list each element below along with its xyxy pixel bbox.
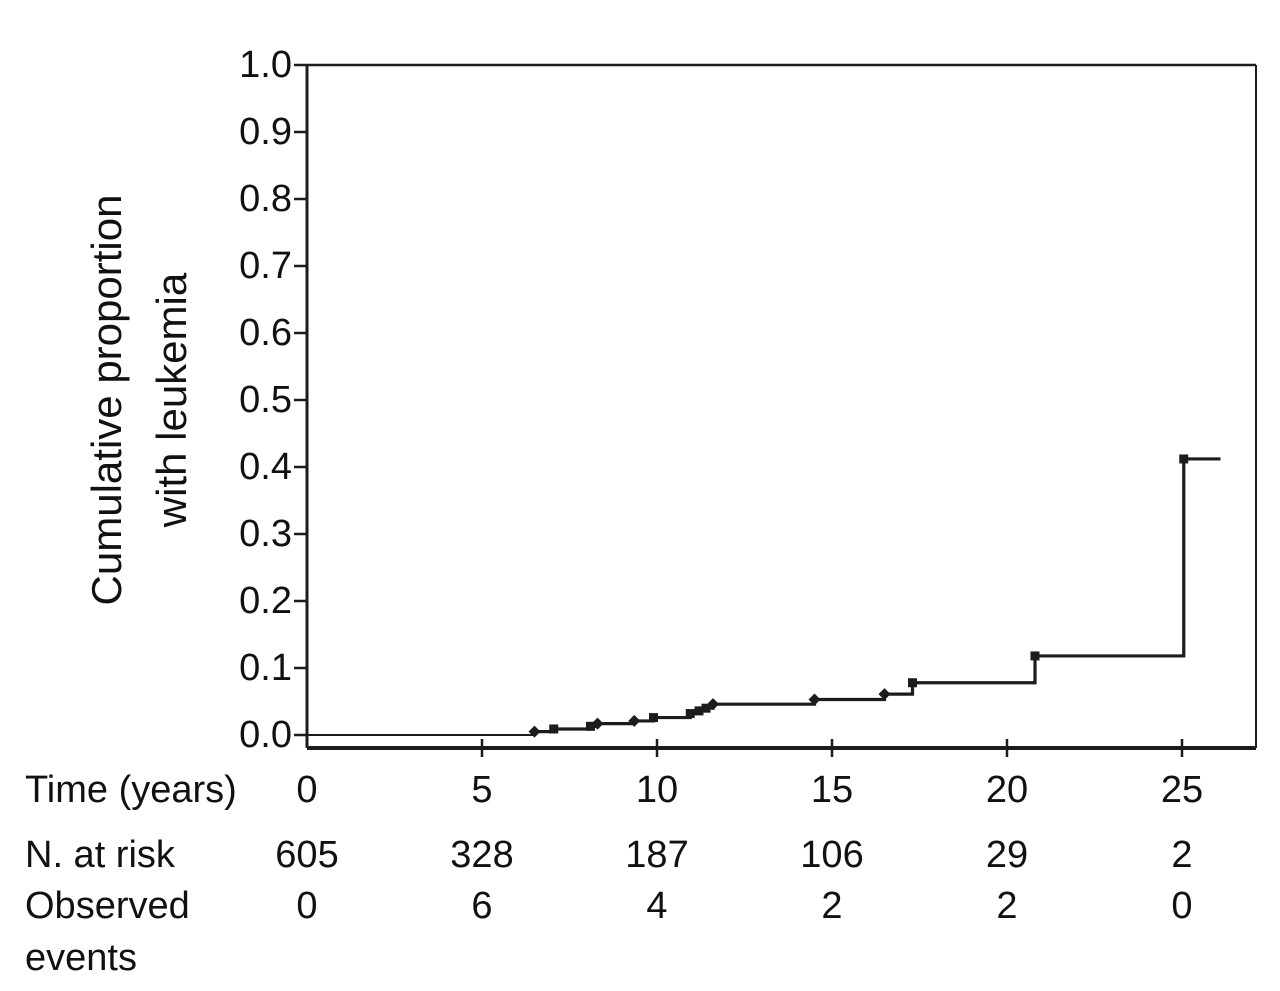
x-tick-label: 5 [471,769,493,811]
y-tick-label: 1.0 [239,44,292,86]
y-tick-label: 0.0 [239,714,292,756]
event-marker-square [908,678,917,688]
n-at-risk-value: 187 [625,834,689,876]
observed-events-value: 6 [471,885,493,927]
event-marker-square [586,721,595,731]
event-marker-diamond [628,714,641,727]
event-marker-square [1030,651,1040,661]
y-tick-label: 0.2 [239,580,292,622]
n-at-risk-value: 106 [800,834,864,876]
n-at-risk-value: 2 [1171,834,1193,876]
x-tick-label: 20 [985,769,1029,811]
event-marker-diamond [707,698,719,711]
event-marker-diamond [808,693,821,706]
y-tick-label: 0.5 [239,379,292,421]
x-tick-label: 0 [296,769,318,811]
observed-events-row-label-line1: Observed [25,885,190,927]
observed-events-value: 2 [821,885,843,927]
event-marker-square [649,713,658,723]
y-tick-label: 0.3 [239,513,292,555]
event-marker-diamond [528,725,541,738]
n-at-risk-value: 29 [985,834,1029,876]
y-axis-label-line1: Cumulative proportion [83,194,130,606]
time-axis-row-label: Time (years) [25,769,237,811]
event-marker-square [549,724,559,734]
n-at-risk-value: 605 [275,834,339,876]
observed-events-value: 0 [296,885,318,927]
observed-events-value: 2 [996,885,1018,927]
y-tick-label: 0.6 [239,312,292,354]
x-tick-label: 25 [1160,769,1204,811]
x-tick-label: 15 [810,769,854,811]
event-marker-square [1179,454,1189,464]
y-tick-label: 0.4 [239,446,292,488]
y-tick-label: 0.9 [239,111,292,153]
n-at-risk-row-label: N. at risk [25,834,175,876]
event-marker-square [685,709,695,719]
y-axis-label-line2: with leukemia [148,272,195,528]
cumulative-incidence-curve [532,457,1221,735]
event-marker-square [701,703,711,713]
event-marker-diamond [878,688,891,701]
event-marker-diamond [591,717,604,730]
observed-events-row-label-line2: events [25,937,137,979]
observed-events-value: 4 [646,885,668,927]
y-tick-label: 0.7 [239,245,292,287]
x-tick-label: 10 [635,769,679,811]
y-tick-label: 0.1 [239,647,292,689]
observed-events-value: 0 [1171,885,1193,927]
event-marker-square [694,706,704,716]
y-tick-label: 0.8 [239,178,292,220]
n-at-risk-value: 328 [450,834,514,876]
